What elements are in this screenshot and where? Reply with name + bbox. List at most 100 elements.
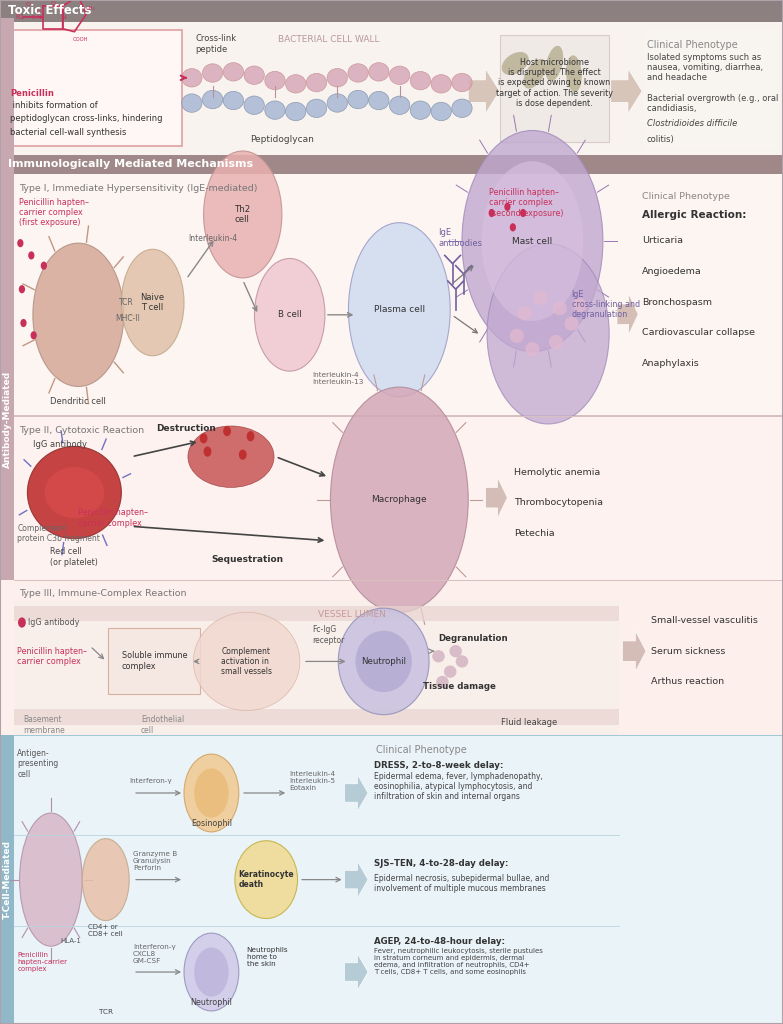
Text: SJS–TEN, 4-to-28-day delay:: SJS–TEN, 4-to-28-day delay:: [374, 859, 509, 867]
Bar: [0, 22, 783, 155]
Text: Type II, Cytotoxic Reaction: Type II, Cytotoxic Reaction: [19, 426, 144, 434]
Text: DRESS, 2-to-8-week delay:: DRESS, 2-to-8-week delay:: [374, 762, 503, 770]
Ellipse shape: [572, 298, 586, 312]
FancyArrow shape: [345, 774, 368, 811]
Circle shape: [41, 261, 47, 269]
Text: IgG antibody: IgG antibody: [28, 618, 80, 627]
Text: C: C: [31, 15, 35, 19]
Ellipse shape: [462, 130, 603, 351]
Text: Allergic Reaction:: Allergic Reaction:: [642, 210, 746, 220]
Text: Bronchospasm: Bronchospasm: [642, 298, 712, 306]
Ellipse shape: [20, 813, 82, 946]
Text: B cell: B cell: [278, 310, 301, 319]
Text: inhibits formation of: inhibits formation of: [10, 101, 98, 110]
Bar: [0, 174, 783, 416]
Circle shape: [31, 331, 37, 339]
Circle shape: [17, 239, 23, 247]
Ellipse shape: [182, 94, 202, 113]
Text: Red cell
(or platelet): Red cell (or platelet): [50, 548, 99, 566]
Ellipse shape: [482, 161, 583, 321]
Ellipse shape: [410, 101, 431, 120]
Text: Penicillin: Penicillin: [10, 89, 54, 97]
Text: Clinical Phenotype: Clinical Phenotype: [376, 744, 467, 755]
Circle shape: [19, 285, 25, 293]
Bar: [14, 416, 783, 417]
Circle shape: [28, 251, 34, 259]
Ellipse shape: [184, 933, 239, 1011]
Bar: [6, 30, 182, 146]
Text: TCR: TCR: [99, 1009, 113, 1015]
Text: Endothelial
cell: Endothelial cell: [141, 716, 184, 734]
Circle shape: [223, 426, 231, 436]
Ellipse shape: [431, 102, 451, 121]
Text: Neutrophils
home to
the skin: Neutrophils home to the skin: [247, 946, 288, 967]
Ellipse shape: [182, 69, 202, 87]
Bar: [0, 18, 14, 580]
Ellipse shape: [265, 72, 285, 90]
Ellipse shape: [193, 612, 300, 711]
Text: Penicillin hapten–
carrier complex
(first exposure): Penicillin hapten– carrier complex (firs…: [19, 198, 88, 227]
Bar: [0, 0, 783, 22]
Text: Macrophage: Macrophage: [371, 496, 428, 504]
Text: colitis): colitis): [647, 135, 674, 143]
Ellipse shape: [348, 63, 368, 82]
Text: N: N: [37, 15, 41, 19]
Ellipse shape: [523, 58, 547, 89]
Bar: [108, 628, 200, 694]
Bar: [0, 735, 783, 1024]
Text: Basement
membrane: Basement membrane: [23, 716, 65, 734]
Text: CD4+ or
CD8+ cell: CD4+ or CD8+ cell: [88, 925, 123, 937]
Ellipse shape: [203, 90, 223, 109]
Ellipse shape: [188, 426, 274, 487]
Text: Degranulation: Degranulation: [438, 635, 508, 643]
Text: Tissue damage: Tissue damage: [423, 682, 496, 690]
Bar: [0, 735, 14, 1024]
Ellipse shape: [549, 335, 563, 349]
Ellipse shape: [502, 52, 529, 75]
Ellipse shape: [33, 243, 124, 386]
Text: Soluble immune
complex: Soluble immune complex: [121, 651, 187, 671]
Ellipse shape: [410, 72, 431, 90]
Text: Neutrophil: Neutrophil: [361, 657, 406, 666]
Text: peptidoglycan cross-links, hindering: peptidoglycan cross-links, hindering: [10, 115, 163, 123]
Ellipse shape: [27, 446, 121, 539]
Ellipse shape: [338, 608, 429, 715]
Ellipse shape: [518, 306, 532, 321]
Bar: [14, 415, 783, 416]
Text: AGEP, 24-to-48-hour delay:: AGEP, 24-to-48-hour delay:: [374, 937, 505, 946]
Ellipse shape: [452, 74, 472, 92]
Text: O: O: [26, 2, 31, 6]
Circle shape: [200, 433, 207, 443]
Text: Granzyme B
Granulysin
Perforin: Granzyme B Granulysin Perforin: [133, 851, 178, 871]
FancyArrow shape: [345, 861, 368, 898]
Circle shape: [489, 209, 495, 217]
Ellipse shape: [510, 329, 524, 343]
Ellipse shape: [444, 666, 456, 678]
Bar: [14, 735, 783, 736]
Ellipse shape: [487, 244, 609, 424]
Text: BACTERIAL CELL WALL: BACTERIAL CELL WALL: [278, 36, 380, 44]
Circle shape: [18, 617, 26, 628]
Ellipse shape: [533, 291, 547, 305]
Ellipse shape: [449, 645, 462, 657]
Ellipse shape: [456, 655, 468, 668]
Circle shape: [204, 446, 211, 457]
Text: Complement
protein C3b fragment: Complement protein C3b fragment: [17, 524, 100, 543]
Ellipse shape: [452, 99, 472, 118]
Ellipse shape: [286, 102, 306, 121]
Text: Petechia: Petechia: [514, 529, 554, 538]
Text: Type I, Immediate Hypersensitivity (IgE-mediated): Type I, Immediate Hypersensitivity (IgE-…: [19, 184, 258, 193]
Text: TCR: TCR: [119, 298, 134, 307]
Text: Type III, Immune-Complex Reaction: Type III, Immune-Complex Reaction: [19, 590, 186, 598]
Text: Peptidoglycan: Peptidoglycan: [250, 135, 314, 143]
Circle shape: [247, 431, 254, 441]
Ellipse shape: [566, 55, 582, 92]
Ellipse shape: [348, 222, 450, 396]
Ellipse shape: [565, 316, 579, 331]
Ellipse shape: [436, 676, 449, 688]
Ellipse shape: [306, 99, 327, 118]
Text: Interleukin-4
Interleukin-5
Eotaxin: Interleukin-4 Interleukin-5 Eotaxin: [290, 771, 336, 791]
Ellipse shape: [327, 94, 348, 113]
Circle shape: [510, 223, 516, 231]
Text: N: N: [62, 15, 67, 19]
